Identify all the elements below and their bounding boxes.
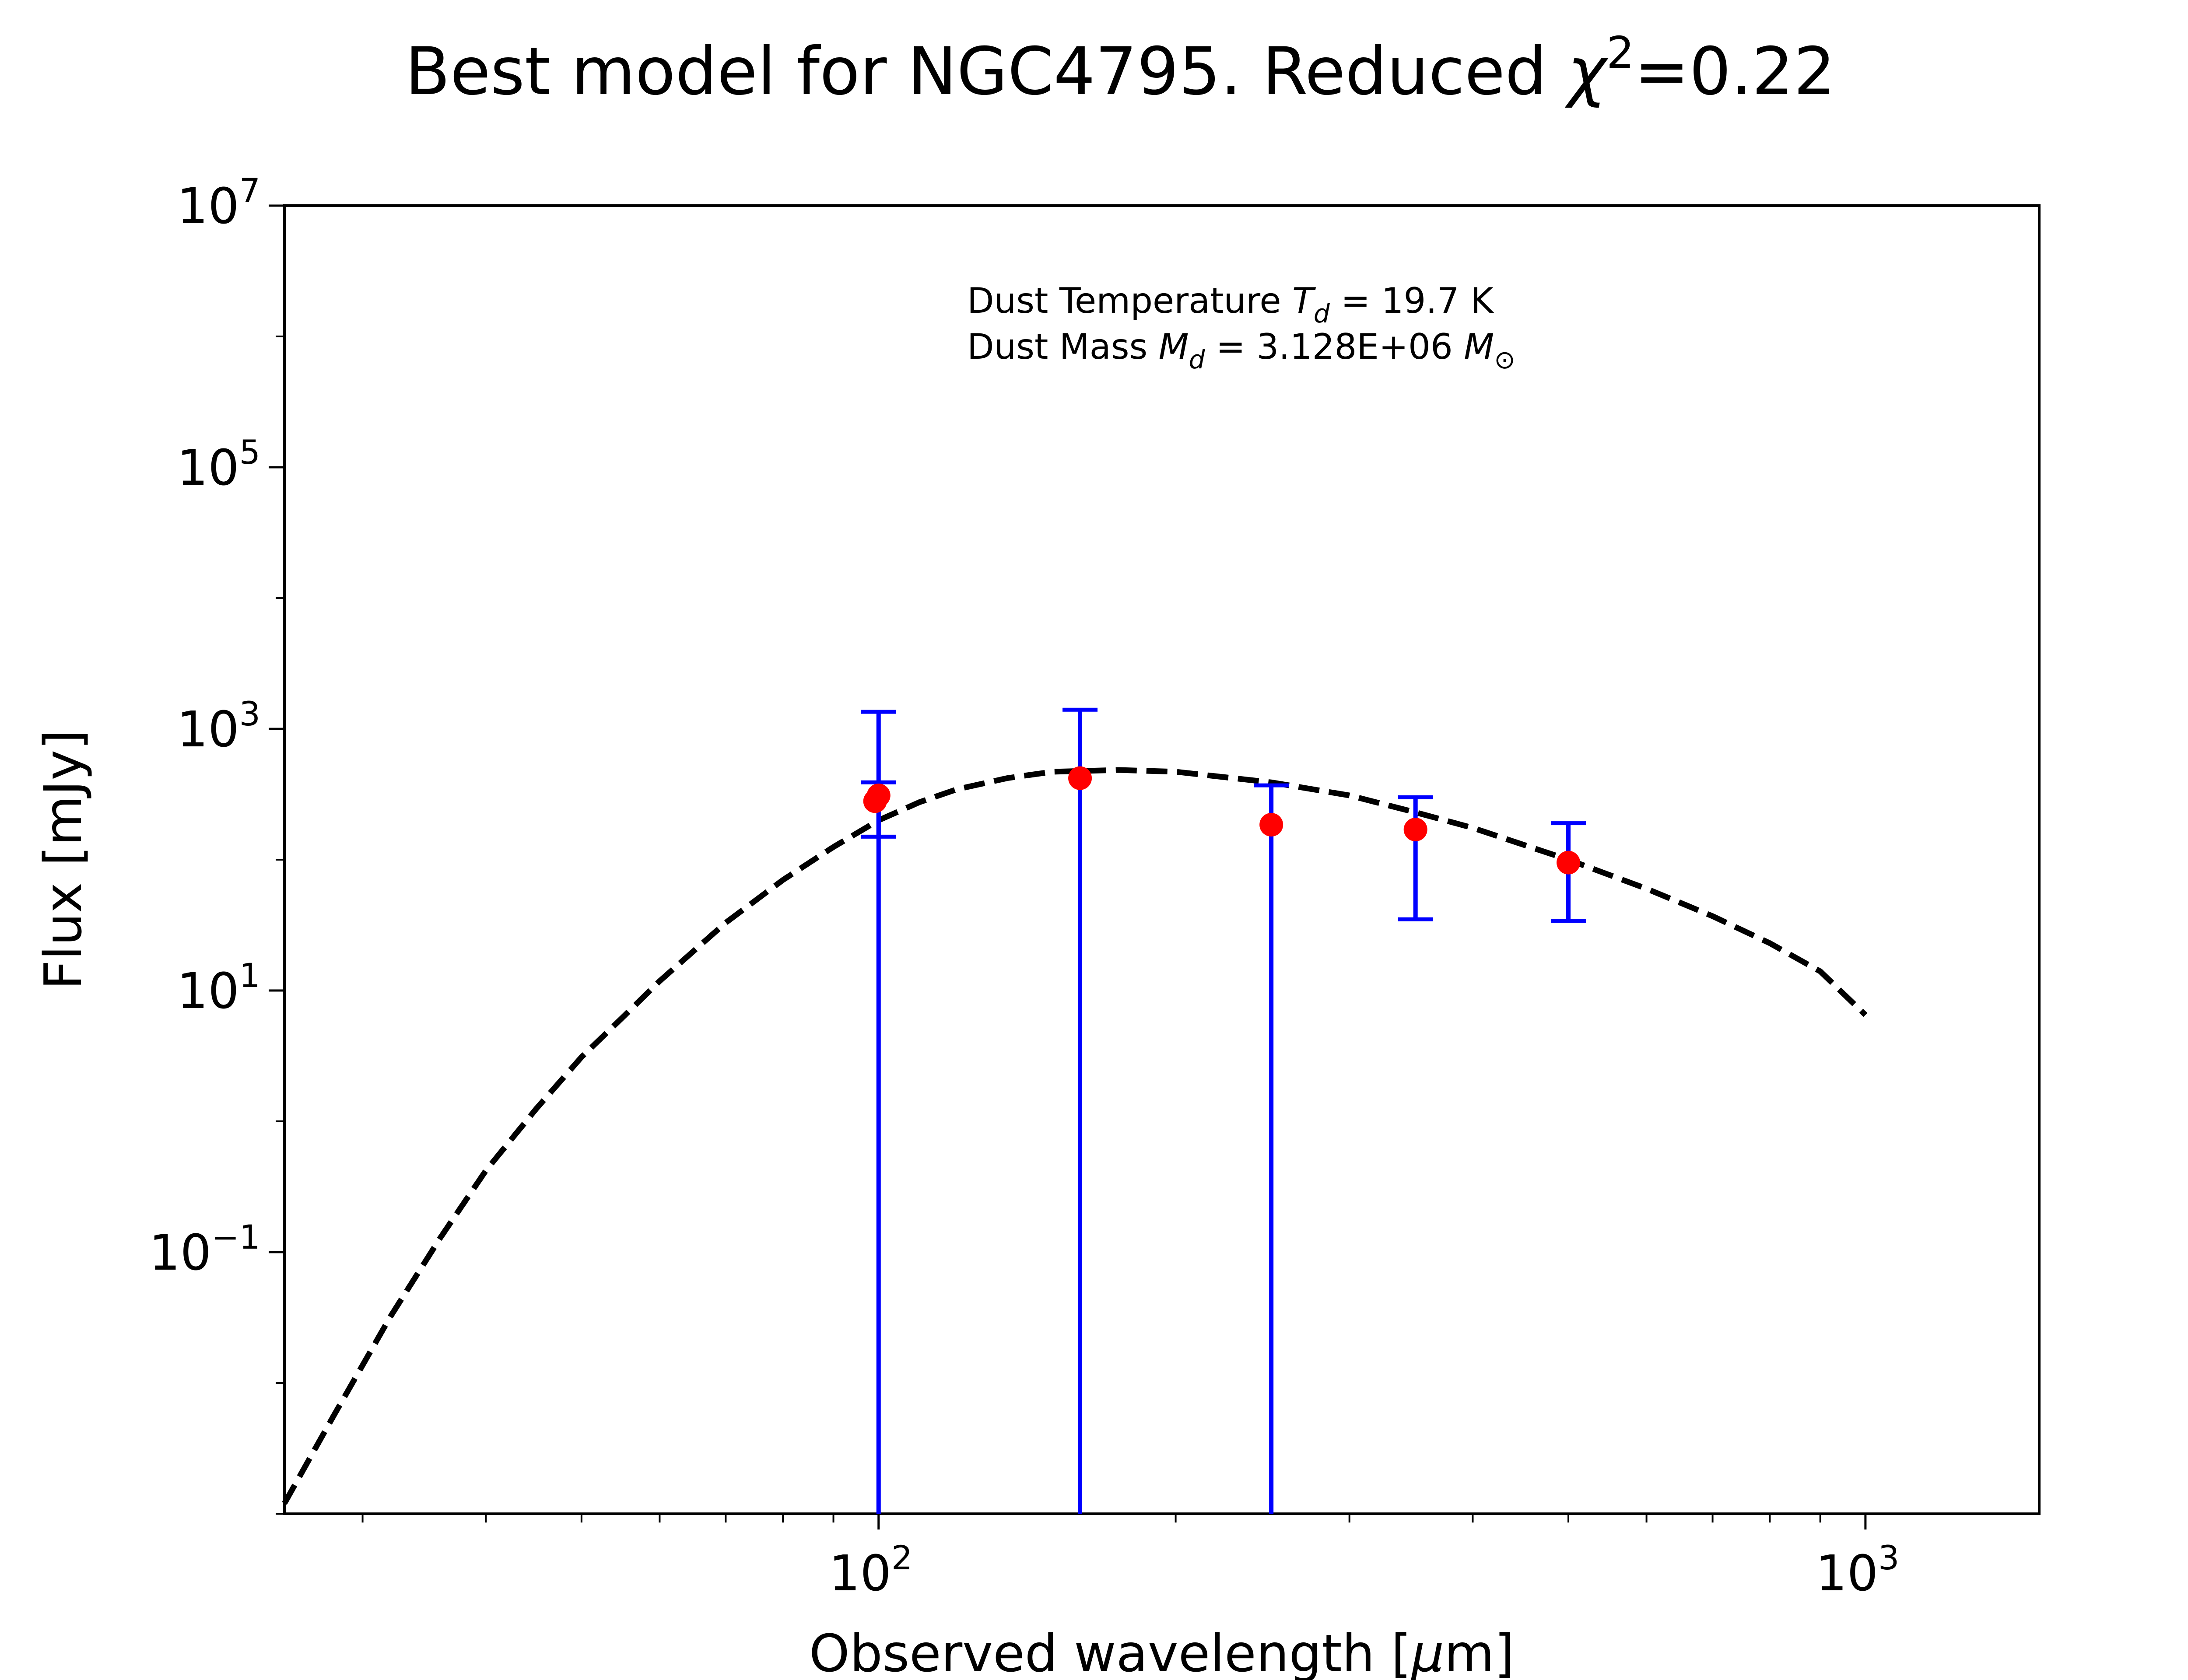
dust-mass-unit: M — [1464, 326, 1494, 367]
y-tick-label-exponent: 7 — [239, 171, 260, 210]
dust-mass-value: = 3.128E+06 — [1205, 326, 1464, 367]
chart-title-chi-exponent: 2 — [1606, 27, 1634, 78]
dust-temperature-prefix: Dust Temperature — [967, 280, 1292, 321]
y-tick-label-exponent: 1 — [239, 956, 260, 995]
chart-title-chi: χ — [1564, 34, 1609, 110]
data-point — [1557, 850, 1581, 875]
error-bar — [1254, 783, 1289, 1514]
dust-mass-unit-sub: ⊙ — [1494, 345, 1515, 374]
y-tick-label-base: 10 — [177, 701, 239, 758]
dust-mass-annotation: Dust Mass Md = 3.128E+06 M⊙ — [967, 326, 1515, 374]
y-tick-label-base: 10 — [177, 178, 239, 235]
data-point — [1068, 766, 1092, 790]
y-tick-label-exponent: 5 — [239, 433, 260, 472]
y-tick-label: 107 — [177, 171, 260, 235]
error-bar — [1062, 707, 1098, 1514]
x-tick-label: 103 — [1816, 1538, 1899, 1602]
dust-temperature-sub: d — [1314, 299, 1330, 329]
error-bar — [861, 710, 896, 1514]
x-axis-label-mu: μ — [1410, 1623, 1444, 1680]
plot-area-frame — [283, 204, 2041, 1515]
y-tick-label-base: 10 — [177, 963, 239, 1020]
chart-title: Best model for NGC4795. Reduced χ2=0.22 — [405, 27, 1836, 110]
y-tick-label-exponent: 3 — [239, 694, 260, 733]
dust-mass-prefix: Dust Mass — [967, 326, 1159, 367]
y-axis-label: Flux [mJy] — [33, 730, 93, 990]
dust-temperature-annotation: Dust Temperature Td = 19.7 K — [967, 280, 1494, 329]
y-tick-label: 101 — [177, 956, 260, 1020]
x-axis-label: Observed wavelength [μm] — [809, 1623, 1515, 1680]
x-tick-label-exponent: 3 — [1878, 1538, 1899, 1577]
x-tick-label-base: 10 — [1816, 1545, 1878, 1602]
dust-mass-sub: d — [1189, 345, 1206, 374]
dust-temperature-symbol: T — [1292, 280, 1316, 321]
x-tick-label: 102 — [829, 1538, 912, 1602]
y-tick-label: 105 — [177, 433, 260, 497]
dust-temperature-value: = 19.7 K — [1330, 280, 1494, 321]
y-tick-label: 10−1 — [149, 1218, 260, 1281]
y-tick-label-base: 10 — [177, 440, 239, 497]
x-axis-label-suffix: m] — [1444, 1623, 1515, 1680]
chart-title-prefix: Best model for NGC4795. Reduced — [405, 34, 1568, 110]
x-axis-label-prefix: Observed wavelength [ — [809, 1623, 1411, 1680]
y-tick-label-exponent: −1 — [211, 1218, 260, 1256]
data-point — [1259, 813, 1283, 837]
data-point — [1403, 818, 1427, 842]
model-curve — [282, 767, 1868, 1505]
chart-title-suffix: =0.22 — [1634, 34, 1836, 110]
dust-mass-symbol: M — [1159, 326, 1189, 367]
y-tick-label: 103 — [177, 694, 260, 758]
error-bar — [1398, 795, 1433, 921]
data-point — [866, 784, 891, 808]
x-tick-label-base: 10 — [829, 1545, 891, 1602]
x-tick-label-exponent: 2 — [891, 1538, 912, 1577]
y-tick-label-base: 10 — [149, 1225, 211, 1281]
data-points-layer — [863, 766, 1581, 875]
model-curve-layer — [282, 767, 1868, 1505]
